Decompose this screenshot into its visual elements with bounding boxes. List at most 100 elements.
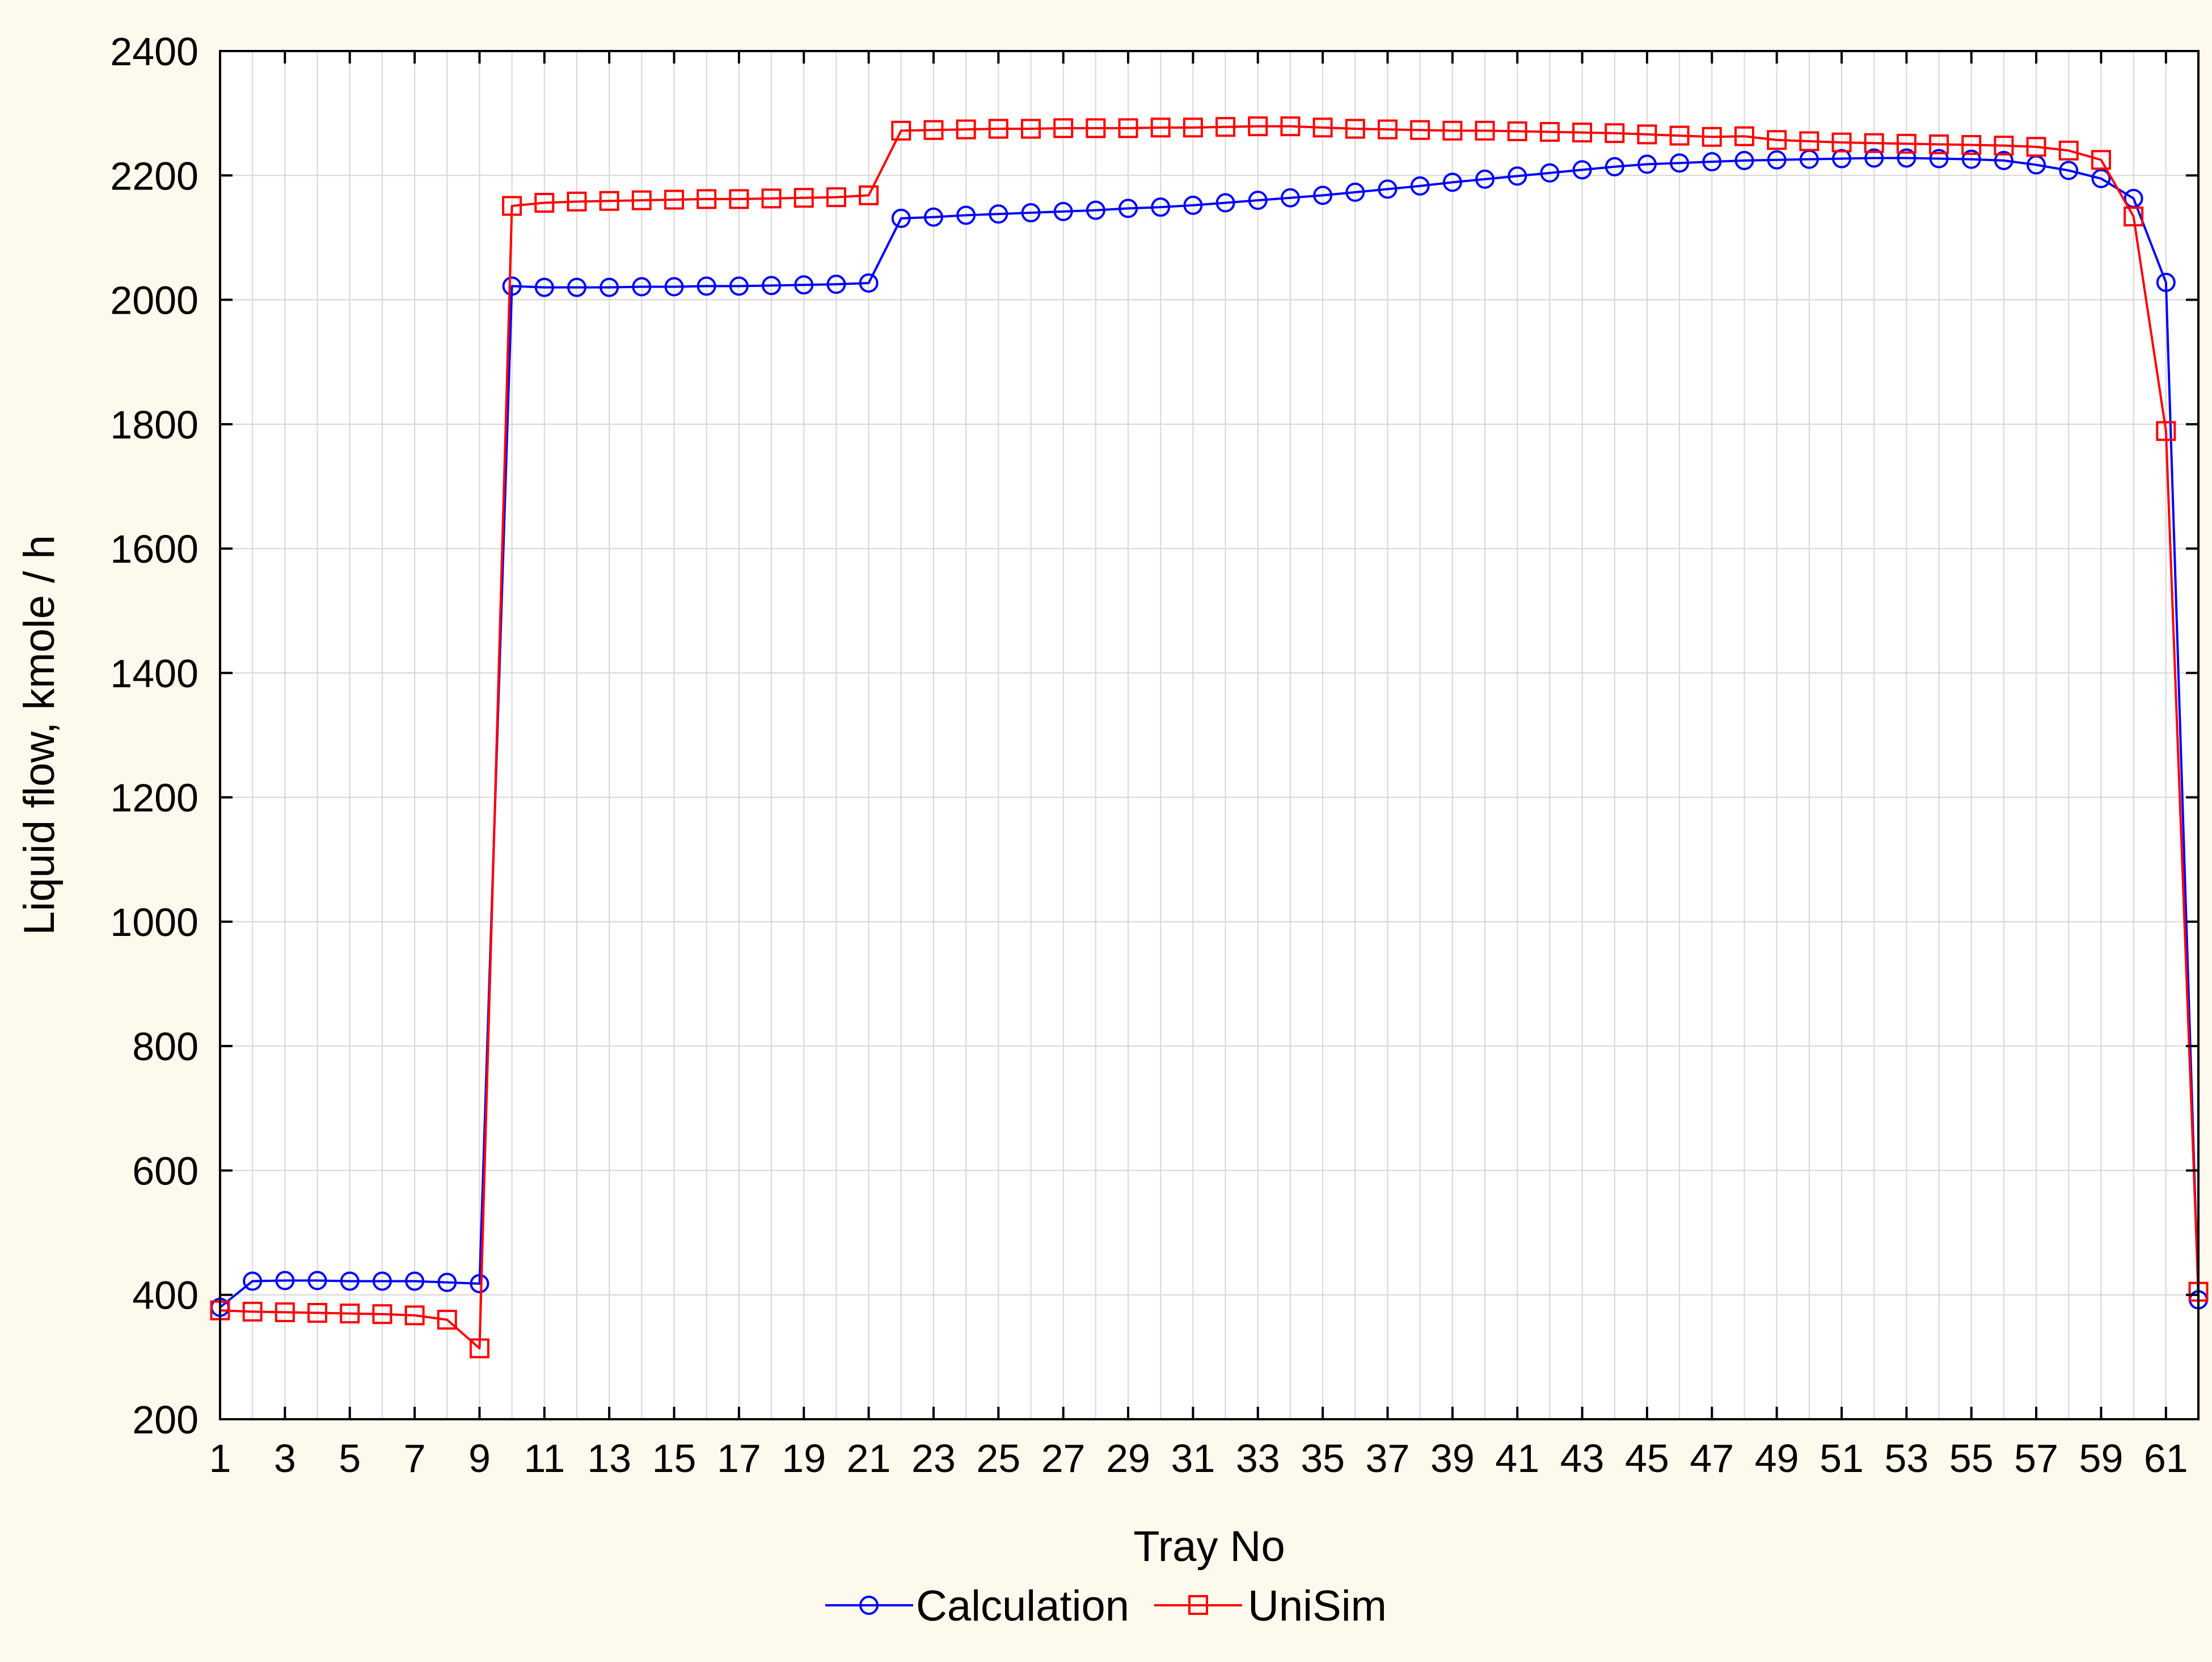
data-point-unisim (1442, 120, 1463, 141)
data-point-calculation (1670, 153, 1690, 173)
data-point-calculation (1475, 169, 1495, 189)
data-point-unisim (307, 1303, 328, 1323)
data-point-unisim (859, 185, 879, 205)
data-point-calculation (1702, 152, 1722, 172)
data-point-unisim (1864, 133, 1884, 153)
data-point-unisim (1215, 117, 1236, 137)
x-tick-label: 51 (1820, 1436, 1864, 1480)
data-point-calculation (1994, 150, 2013, 170)
data-point-unisim (2058, 140, 2079, 161)
data-point-unisim (1637, 124, 1657, 145)
x-tick-label: 43 (1560, 1436, 1605, 1480)
y-tick-label: 1600 (110, 527, 199, 571)
data-point-calculation (1767, 150, 1787, 170)
data-point-unisim (891, 120, 911, 141)
data-point-calculation (437, 1272, 457, 1292)
data-point-calculation (600, 277, 619, 297)
y-tick-label: 800 (132, 1024, 199, 1069)
data-point-calculation (1961, 149, 1981, 169)
data-point-unisim (793, 188, 814, 208)
series-layer (210, 116, 2209, 1359)
data-point-calculation (1183, 195, 1203, 215)
data-point-unisim (1831, 132, 1852, 153)
x-tick-label: 13 (587, 1436, 631, 1480)
data-point-unisim (1702, 126, 1722, 147)
data-point-calculation (696, 276, 716, 296)
data-point-unisim (437, 1310, 457, 1330)
data-point-unisim (1021, 119, 1041, 139)
data-point-unisim (469, 1338, 489, 1359)
x-tick-label: 9 (468, 1436, 491, 1480)
y-tick-label: 1800 (110, 403, 199, 447)
y-tick-label: 400 (132, 1273, 199, 1318)
data-point-unisim (2091, 150, 2111, 170)
x-tick-label: 35 (1301, 1436, 1345, 1480)
grid (220, 51, 2198, 1419)
data-point-calculation (405, 1271, 425, 1291)
legend-calculation-label: Calculation (916, 1582, 1129, 1630)
data-point-calculation (2059, 161, 2079, 180)
data-point-unisim (1994, 136, 2014, 156)
x-tick-label: 55 (1949, 1436, 1994, 1480)
data-point-unisim (275, 1302, 295, 1322)
data-point-calculation (470, 1273, 489, 1293)
data-point-unisim (664, 189, 685, 210)
legend: Calculation UniSim (825, 1582, 1387, 1630)
y-tick-label: 2400 (110, 29, 199, 74)
data-point-unisim (340, 1304, 360, 1324)
x-tick-label: 57 (2014, 1436, 2058, 1480)
data-point-unisim (242, 1301, 263, 1322)
y-tick-label: 600 (132, 1149, 199, 1193)
data-point-calculation (534, 277, 554, 297)
data-point-unisim (2026, 137, 2046, 157)
data-point-unisim (372, 1304, 392, 1324)
data-point-unisim (1410, 120, 1430, 140)
data-point-unisim (1086, 118, 1106, 138)
data-point-calculation (1021, 203, 1041, 223)
x-tick-label: 59 (2079, 1436, 2124, 1480)
x-tick-label: 11 (524, 1436, 565, 1480)
x-tick-label: 39 (1430, 1436, 1475, 1480)
x-tick-label: 53 (1884, 1436, 1928, 1480)
data-point-calculation (859, 273, 879, 293)
data-point-calculation (729, 276, 749, 296)
x-tick-label: 41 (1495, 1436, 1539, 1480)
data-point-calculation (243, 1271, 263, 1291)
data-point-unisim (1345, 119, 1365, 139)
data-point-unisim (956, 119, 976, 140)
y-axis-label: Liquid flow, kmole / h (15, 535, 64, 935)
data-point-calculation (1053, 201, 1073, 221)
x-tick-label: 37 (1366, 1436, 1410, 1480)
data-point-calculation (502, 276, 522, 296)
data-point-unisim (1118, 118, 1138, 138)
data-point-calculation (1864, 148, 1884, 168)
data-point-calculation (1086, 200, 1105, 220)
x-tick-label: 17 (717, 1436, 761, 1480)
x-tick-label: 33 (1236, 1436, 1280, 1480)
data-point-unisim (599, 191, 619, 211)
data-point-unisim (1669, 125, 1690, 146)
y-tick-label: 2000 (110, 279, 199, 323)
x-tick-label: 1 (209, 1436, 231, 1480)
series-line-calculation (219, 157, 2200, 1309)
data-point-unisim (1312, 117, 1333, 138)
data-point-unisim (404, 1305, 425, 1326)
data-point-unisim (1183, 117, 1203, 138)
data-point-calculation (1118, 199, 1138, 218)
series-line-unisim (219, 125, 2200, 1350)
legend-unisim-marker (1188, 1595, 1208, 1615)
data-point-unisim (631, 190, 652, 210)
data-point-unisim (1248, 116, 1268, 137)
data-point-calculation (1929, 149, 1949, 168)
x-tick-label: 25 (976, 1436, 1020, 1480)
y-tick-label: 1200 (110, 776, 199, 820)
data-point-unisim (1572, 123, 1593, 143)
data-point-calculation (1508, 166, 1527, 186)
data-point-calculation (2156, 272, 2176, 292)
data-point-calculation (1605, 157, 1624, 176)
data-point-calculation (664, 277, 684, 297)
x-tick-label: 19 (782, 1436, 826, 1480)
plot-area (220, 51, 2198, 1419)
data-point-calculation (1540, 163, 1560, 183)
